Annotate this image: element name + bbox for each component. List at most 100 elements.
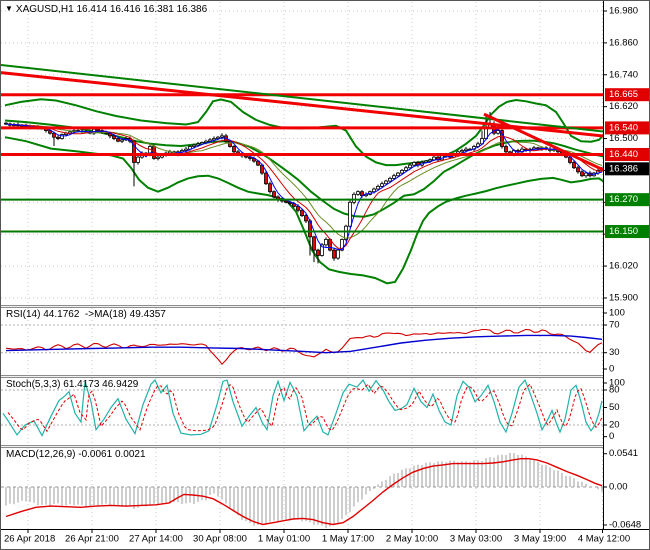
time-label: 4 May 12:00 — [578, 534, 630, 545]
candle-body — [332, 249, 336, 259]
candle-body — [192, 144, 196, 147]
stoch-main-line — [2, 378, 603, 437]
candle-body — [404, 167, 408, 171]
candle-body — [392, 175, 396, 179]
candle-body — [572, 162, 576, 169]
price-tick-label: 16.980 — [609, 6, 638, 17]
candle-body — [504, 146, 508, 153]
bollinger-lower — [4, 136, 603, 285]
macd-tick-label: 0.00 — [609, 482, 628, 493]
panel-separator — [1, 445, 649, 448]
resistance-badge-label: 16.540 — [609, 122, 638, 133]
price-tick-label: 16.860 — [609, 37, 638, 48]
resistance-badge-label: 16.440 — [609, 149, 638, 160]
trendline-descending-green — [1, 63, 603, 133]
candle-body — [228, 140, 232, 147]
support-badge-label: 16.270 — [609, 194, 638, 205]
candle-body — [384, 180, 388, 185]
candle-body — [300, 209, 304, 216]
trendline-descending-red-steep — [483, 112, 603, 172]
candle-body — [348, 201, 352, 227]
panel-separator — [1, 305, 649, 308]
rsi-pane — [1, 308, 603, 375]
candle-body — [380, 183, 384, 187]
support-badge — [605, 193, 649, 207]
candle-body — [312, 236, 316, 251]
rsi-ma-line — [5, 334, 603, 354]
main-pane — [1, 2, 603, 305]
candle-body — [112, 135, 116, 139]
candle-body — [336, 249, 340, 259]
current-price-badge-label: 16.386 — [609, 163, 638, 174]
candle-body — [200, 142, 204, 145]
symbol-dropdown-icon[interactable]: ▼ — [5, 4, 13, 13]
candle-body — [208, 139, 212, 142]
price-tick-label: 16.020 — [609, 261, 638, 272]
candle-body — [272, 191, 276, 198]
candle-body — [460, 150, 464, 153]
current-price-badge — [605, 162, 649, 176]
candle-body — [264, 172, 268, 185]
candle-body — [428, 159, 432, 162]
candle-body — [400, 170, 404, 174]
candle-body — [196, 143, 200, 146]
rsi-main-line — [5, 328, 603, 366]
candle-body — [584, 172, 588, 177]
ma-fast-line — [5, 123, 603, 250]
candle-body — [576, 167, 580, 173]
symbol-period-label: XAGUSD,H1 — [15, 4, 74, 15]
time-label: 26 Apr 2018 — [4, 534, 55, 545]
stoch-signal-line — [7, 383, 603, 433]
stoch-tick-label: 20 — [609, 419, 620, 430]
stoch-pane — [1, 378, 603, 445]
chart-title: ▼ XAGUSD,H1 16.414 16.416 16.381 16.386 — [5, 3, 207, 16]
candle-body — [344, 225, 348, 240]
rsi-tick-label: 70 — [609, 320, 620, 331]
stoch-tick-label: 100 — [609, 378, 625, 389]
macd-signal-line — [5, 458, 603, 526]
ohlc-values: 16.414 16.416 16.381 16.386 — [76, 4, 208, 15]
time-label: 3 May 19:00 — [514, 534, 566, 545]
price-tick-label: 16.620 — [609, 101, 638, 112]
candle-body — [356, 191, 360, 195]
candle-body — [288, 201, 292, 205]
time-label: 27 Apr 14:00 — [129, 534, 183, 545]
time-label: 1 May 01:00 — [258, 534, 310, 545]
candle-body — [580, 171, 584, 177]
bollinger-upper — [4, 98, 603, 167]
candle-body — [496, 130, 500, 134]
candle-body — [284, 200, 288, 203]
price-tick-label: 16.500 — [609, 133, 638, 144]
candle-body — [412, 162, 416, 166]
candle-body — [320, 244, 324, 256]
candle-body — [340, 239, 344, 251]
candle-body — [204, 140, 208, 143]
candle-body — [304, 215, 308, 222]
macd-tick-label: 0.0541 — [609, 448, 638, 459]
candle-body — [216, 136, 220, 139]
time-label: 3 May 03:00 — [450, 534, 502, 545]
candle-body — [464, 148, 468, 151]
candle-body — [184, 148, 188, 151]
candle-body — [212, 138, 216, 141]
resistance-badge — [605, 147, 649, 161]
support-badge-label: 16.150 — [609, 226, 638, 237]
panel-separator — [1, 375, 649, 378]
stoch-tick-label: 80 — [609, 385, 620, 396]
candle-body — [96, 128, 100, 131]
rsi-tick-label: 30 — [609, 347, 620, 358]
rsi-tick-label: 100 — [609, 308, 625, 319]
stoch-tick-label: 0 — [609, 431, 614, 442]
rsi-indicator-label: RSI(14) 44.1762 ->MA(18) 49.4357 — [6, 309, 166, 320]
ma-slow-line — [5, 123, 603, 239]
candle-body — [56, 136, 60, 139]
stoch-indicator-label: Stoch(5,3,3) 61.4173 46.9429 — [6, 379, 139, 390]
time-label: 30 Apr 08:00 — [193, 534, 247, 545]
candle-body — [244, 155, 248, 158]
candle-body — [220, 135, 224, 138]
candle-body — [352, 193, 356, 203]
resistance-badge — [605, 121, 649, 135]
candle-body — [500, 130, 504, 147]
